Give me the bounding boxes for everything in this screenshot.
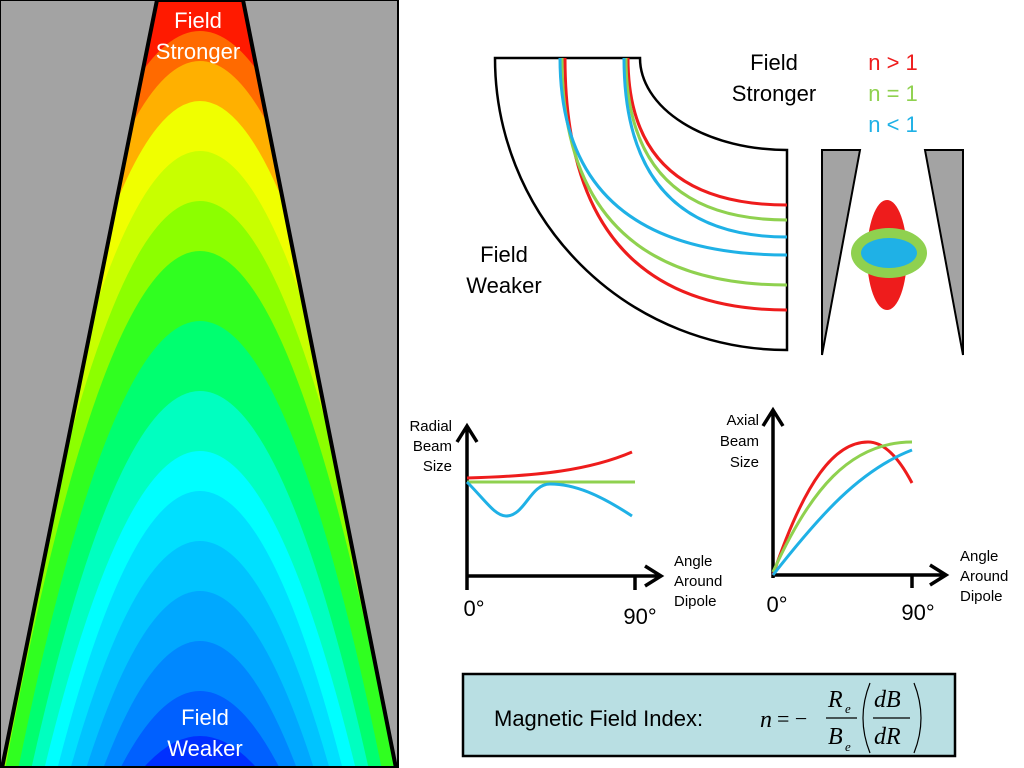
orbit-blue-inner bbox=[622, 57, 788, 239]
contour-top-label-1: Field bbox=[174, 8, 222, 33]
radial-xlabel-3: Dipole bbox=[674, 593, 717, 610]
axial-curve-blue bbox=[771, 448, 913, 576]
field-contour-plot: Field Stronger Field Weaker bbox=[0, 0, 399, 768]
contour-bottom-label-2: Weaker bbox=[167, 736, 242, 761]
contour-band bbox=[141, 736, 259, 768]
orbit-green-inner bbox=[624, 57, 788, 222]
dipole-diagram bbox=[493, 56, 789, 352]
axial-beam-chart bbox=[761, 406, 950, 588]
radial-curve-red bbox=[466, 450, 633, 480]
contour-top-label-2: Stronger bbox=[156, 39, 240, 64]
axial-xlabel-2: Around bbox=[960, 568, 1008, 585]
axial-tick-90: 90° bbox=[901, 600, 934, 625]
dipole-weaker-label-2: Weaker bbox=[466, 273, 541, 298]
formula-Be: B bbox=[828, 724, 843, 750]
formula-box: Magnetic Field Index: n = − R e B e dB d… bbox=[461, 672, 957, 758]
radial-beam-chart bbox=[455, 422, 665, 590]
dipole-weaker-label-1: Field bbox=[480, 242, 528, 267]
formula-n: n bbox=[760, 707, 772, 733]
legend-n-eq-1: n = 1 bbox=[868, 81, 918, 106]
dipole-stronger-label-2: Stronger bbox=[732, 81, 816, 106]
contour-bottom-label-1: Field bbox=[181, 705, 229, 730]
formula-equals-minus: = − bbox=[777, 706, 807, 731]
legend-n-lt-1: n < 1 bbox=[868, 112, 918, 137]
legend: n > 1 n = 1 n < 1 bbox=[868, 50, 918, 137]
radial-xlabel-1: Angle bbox=[674, 553, 712, 570]
formula-Re-sub: e bbox=[845, 701, 851, 716]
radial-ylabel-2: Beam bbox=[413, 438, 452, 455]
formula-Be-sub: e bbox=[845, 739, 851, 754]
contour-band bbox=[119, 691, 281, 768]
formula-label: Magnetic Field Index: bbox=[494, 706, 703, 731]
axial-ylabel-1: Axial bbox=[726, 412, 759, 429]
radial-curve-blue bbox=[465, 480, 633, 518]
orbit-blue-outer bbox=[558, 57, 788, 257]
radial-xlabel-2: Around bbox=[674, 573, 722, 590]
orbit-red-inner bbox=[626, 57, 788, 207]
axial-xlabel-1: Angle bbox=[960, 548, 998, 565]
radial-tick-90: 90° bbox=[623, 604, 656, 629]
formula-Re: R bbox=[827, 687, 843, 713]
axial-ylabel-3: Size bbox=[730, 454, 759, 471]
formula-dR: dR bbox=[874, 724, 901, 750]
formula-dB: dB bbox=[874, 687, 901, 713]
orbit-red-outer bbox=[563, 57, 788, 312]
axial-curve-green bbox=[771, 440, 913, 573]
axial-ylabel-2: Beam bbox=[720, 433, 759, 450]
beam-blue-ellipse bbox=[861, 238, 917, 268]
axial-tick-0: 0° bbox=[766, 592, 787, 617]
axial-curve-red bbox=[771, 440, 914, 576]
pole-cross-section bbox=[821, 149, 964, 356]
radial-ylabel-1: Radial bbox=[409, 418, 452, 435]
radial-ylabel-3: Size bbox=[423, 458, 452, 475]
axial-xlabel-3: Dipole bbox=[960, 588, 1003, 605]
dipole-stronger-label-1: Field bbox=[750, 50, 798, 75]
legend-n-gt-1: n > 1 bbox=[868, 50, 918, 75]
radial-tick-0: 0° bbox=[463, 596, 484, 621]
